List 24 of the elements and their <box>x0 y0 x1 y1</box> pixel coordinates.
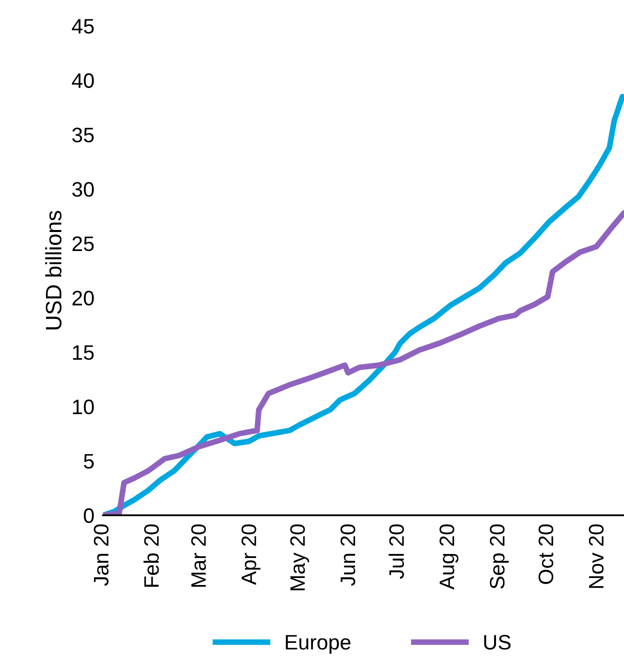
y-tick-label: 5 <box>84 454 94 469</box>
y-tick-label: 20 <box>72 290 94 306</box>
x-tick-label: Aug 20 <box>440 524 458 590</box>
x-tick-label: Nov 20 <box>588 524 604 588</box>
x-tick-label: Jan 20 <box>94 524 109 586</box>
y-tick-label: 15 <box>73 345 94 360</box>
y-tick-label: 25 <box>72 236 94 252</box>
x-tick-label: Oct 20 <box>538 524 554 584</box>
x-tick-label: Sep 20 <box>490 524 509 589</box>
x-tick-label: May 20 <box>290 524 310 590</box>
y-axis-title: USD billions <box>45 210 62 330</box>
y-tick-label: 40 <box>72 73 94 88</box>
legend-label: US <box>484 634 511 650</box>
x-tick-label: Apr 20 <box>242 524 260 585</box>
y-tick-label: 10 <box>73 400 94 414</box>
y-tick-label: 0 <box>84 508 94 524</box>
x-tick-label: Mar 20 <box>191 524 206 587</box>
y-tick-label: 30 <box>72 182 94 197</box>
y-tick-label: 35 <box>72 128 94 142</box>
y-tick-label: 45 <box>72 19 94 34</box>
x-tick-label: Jun 20 <box>340 524 356 586</box>
legend-label: Europe <box>286 635 350 654</box>
x-tick-label: Jul 20 <box>388 524 404 579</box>
x-tick-label: Feb 20 <box>144 524 159 587</box>
